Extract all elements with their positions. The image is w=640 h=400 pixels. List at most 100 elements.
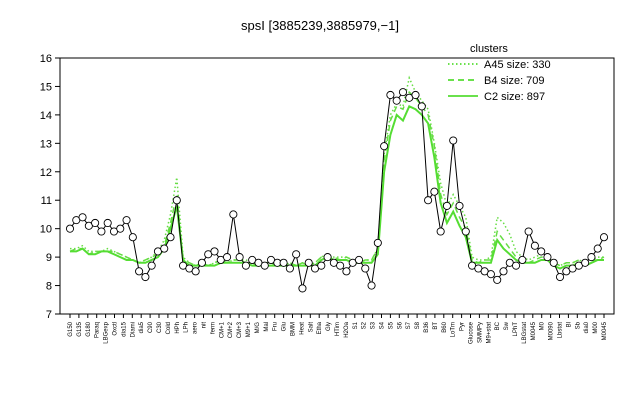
x-tick-label: S4 — [380, 321, 386, 329]
x-tick-label: Cold — [166, 322, 172, 334]
x-tick-label: M0045 — [531, 321, 537, 340]
x-tick-label: S3 — [371, 321, 377, 329]
x-tick-label: G150 — [68, 321, 74, 336]
legend-label: C2 size: 897 — [484, 91, 545, 103]
x-tick-label: LPhT — [513, 322, 519, 337]
x-tick-label: B36 — [424, 321, 430, 332]
x-tick-label: Glucose — [469, 321, 475, 344]
x-tick-label: Pyr — [460, 322, 466, 331]
x-tick-label: Bl — [566, 322, 572, 327]
y-tick-label: 7 — [46, 309, 52, 321]
y-tick-label: 13 — [40, 138, 52, 150]
series-line — [70, 105, 604, 270]
x-tick-label: dia0 — [584, 321, 590, 333]
x-tick-label: M00 — [593, 321, 599, 333]
x-tick-label: Oxctl — [113, 322, 119, 336]
data-point — [398, 88, 408, 97]
data-point — [279, 258, 288, 267]
data-point — [135, 267, 144, 276]
y-tick-label: 10 — [40, 224, 52, 236]
x-tick-label: Diami — [130, 322, 136, 337]
data-point — [449, 136, 458, 145]
x-tick-label: S2 — [362, 321, 368, 329]
data-point — [354, 255, 364, 265]
y-tick-label: 16 — [40, 53, 52, 65]
data-point — [461, 227, 470, 236]
data-point — [442, 201, 451, 210]
data-point — [97, 227, 106, 236]
data-point — [549, 258, 558, 267]
x-tick-label: Fru — [273, 322, 279, 331]
data-point — [380, 142, 389, 151]
x-tick-label: nit — [202, 322, 208, 329]
legend-label: B4 size: 709 — [484, 75, 545, 87]
x-tick-label: BMM — [291, 322, 297, 336]
data-point — [499, 267, 508, 276]
data-point — [235, 253, 244, 262]
data-point — [172, 196, 181, 205]
y-tick-label: 15 — [40, 81, 52, 93]
data-point — [493, 275, 502, 284]
data-point — [304, 258, 313, 267]
data-point — [122, 216, 131, 225]
data-point — [116, 224, 125, 233]
data-point — [166, 233, 175, 242]
x-tick-label: Heat — [299, 322, 305, 335]
data-point — [128, 233, 137, 242]
data-point — [197, 258, 206, 267]
x-tick-label: BT — [433, 322, 439, 330]
x-tick-label: Etha — [317, 321, 323, 334]
data-point — [436, 227, 445, 236]
legend: clusters A45 size: 330 B4 size: 709 C2 siz… — [448, 43, 551, 103]
y-axis: 7 8 9 10 11 12 13 14 15 16 — [40, 53, 60, 321]
data-point — [511, 261, 521, 270]
x-tick-label: M9+stat — [486, 322, 492, 344]
x-tick-label: M0 — [540, 321, 546, 330]
data-point — [147, 261, 156, 270]
data-point — [555, 272, 565, 282]
data-point — [430, 187, 439, 196]
x-tick-label: CM+3 — [237, 321, 243, 338]
x-tick-label: Sb — [575, 321, 581, 329]
x-tick-label: LPh — [184, 322, 190, 333]
x-tick-label: CM+1 — [219, 321, 225, 338]
data-point — [260, 261, 269, 270]
data-point — [78, 213, 87, 222]
points-layer — [65, 88, 609, 293]
x-tick-label: S7 — [406, 321, 412, 329]
x-tick-label: G135 — [77, 321, 83, 336]
data-point — [367, 281, 376, 290]
data-point — [241, 261, 250, 270]
x-tick-label: Salt — [308, 322, 314, 333]
x-tick-label: S8 — [415, 321, 421, 329]
data-point — [524, 227, 533, 236]
x-tick-label: dia15 — [121, 321, 127, 336]
x-tick-label: Mal — [264, 322, 270, 332]
series-line — [70, 75, 604, 267]
data-point — [223, 253, 232, 262]
y-tick-label: 14 — [40, 110, 52, 122]
y-tick-label: 9 — [46, 252, 52, 264]
series-line — [69, 90, 605, 267]
x-tick-label: LBGexp — [104, 321, 110, 343]
data-point — [65, 224, 75, 233]
x-tick-label: Lbstat — [558, 322, 564, 339]
data-point — [285, 264, 294, 273]
x-tick-label: C30 — [157, 321, 163, 333]
data-point — [91, 218, 100, 228]
data-point — [292, 250, 301, 259]
data-point — [103, 218, 112, 228]
x-tick-label: LBGstat — [522, 322, 528, 344]
x-tick-label: S6 — [397, 321, 403, 329]
x-tick-label: Sw — [504, 321, 510, 330]
x-tick-label: M0090 — [549, 321, 555, 340]
data-point — [455, 201, 464, 210]
x-tick-label: aero — [193, 321, 199, 334]
x-tick-label: S1 — [353, 321, 359, 329]
data-point — [530, 241, 539, 250]
data-point — [587, 253, 596, 262]
data-point — [317, 261, 326, 270]
x-tick-label: HTim — [335, 322, 341, 336]
x-tick-label: M/G — [255, 322, 261, 334]
